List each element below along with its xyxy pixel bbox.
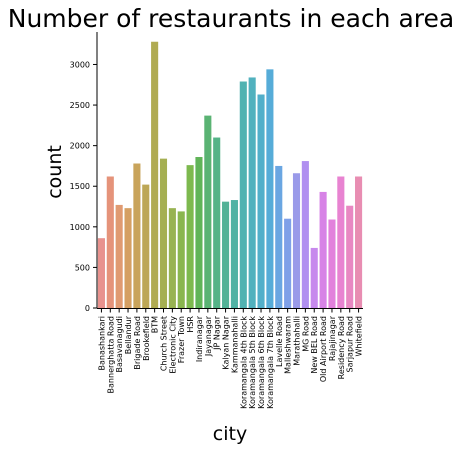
- bar: [230, 200, 238, 308]
- x-tick-label: Frazer Town: [177, 316, 186, 363]
- bar: [275, 165, 283, 308]
- y-tick-label: 1500: [70, 182, 90, 191]
- x-tick-label: Banashankari: [97, 316, 106, 370]
- y-axis-title: count: [44, 145, 66, 199]
- x-tick-label: HSR: [186, 316, 195, 333]
- x-tick-label: Brookefield: [142, 316, 151, 361]
- chart-title: Number of restaurants in each area: [8, 4, 454, 33]
- y-tick-label: 500: [75, 263, 90, 272]
- bar: [355, 176, 363, 308]
- bar: [168, 208, 176, 308]
- bar: [186, 165, 194, 308]
- x-tick-label: BTM: [151, 316, 160, 333]
- x-tick-label: New BEL Road: [310, 316, 319, 374]
- x-tick-label: Sarjapur Road: [346, 316, 355, 372]
- x-tick-label: Whitefield: [355, 316, 364, 357]
- bar: [337, 176, 345, 308]
- bar: [133, 163, 141, 308]
- bar: [124, 208, 132, 308]
- x-tick-label: Indiranagar: [195, 315, 204, 362]
- bar: [106, 176, 114, 308]
- bar: [301, 161, 309, 308]
- x-tick-label: Church Street: [160, 316, 169, 371]
- x-tick-label: Bannerghatta Road: [106, 316, 115, 393]
- bar: [248, 77, 256, 308]
- bar: [159, 158, 168, 308]
- x-tick-label: Marathahalli: [293, 316, 302, 366]
- x-tick-label: Basavanagudi: [115, 316, 124, 373]
- bar: [319, 191, 327, 308]
- x-tick-label: Koramangala 7th Block: [266, 316, 275, 409]
- x-tick-label: Koramangala 6th Block: [257, 316, 266, 409]
- x-tick-label: Kalyan Nagar: [222, 315, 231, 369]
- bar: [292, 173, 301, 308]
- bar: [310, 247, 318, 308]
- x-tick-label: Bellandur: [124, 315, 133, 354]
- bar: [346, 205, 354, 308]
- x-tick-label: Rajajinagar: [328, 315, 337, 361]
- x-tick-label: Lavelle Road: [275, 316, 284, 367]
- bar: [328, 219, 336, 308]
- y-tick-label: 2500: [70, 101, 90, 110]
- bar: [177, 211, 185, 308]
- bar: [195, 157, 203, 308]
- bar: [151, 41, 159, 308]
- x-tick-label: MG Road: [301, 316, 310, 352]
- x-tick-label: Brigade Road: [133, 316, 142, 370]
- bar: [284, 218, 292, 308]
- bar: [213, 137, 221, 308]
- x-tick-label: Jayanagar: [204, 315, 213, 357]
- y-tick-label: 3000: [70, 60, 90, 69]
- x-tick-label: Kammanahalli: [230, 316, 239, 373]
- bar: [266, 69, 274, 308]
- y-tick-label: 0: [85, 304, 90, 313]
- bar: [97, 238, 105, 308]
- x-tick-label: Old Airport Road: [319, 316, 328, 382]
- x-tick-label: Residency Road: [337, 316, 346, 379]
- x-tick-label: Electronic City: [168, 316, 177, 374]
- x-tick-label: JP Nagar: [213, 315, 222, 351]
- x-tick-label: Malleshwaram: [284, 316, 293, 374]
- bar: [222, 201, 230, 308]
- x-tick-label: Koramangala 5th Block: [248, 316, 257, 409]
- bar: [204, 115, 212, 309]
- y-tick-label: 1000: [70, 223, 90, 232]
- bar: [115, 204, 123, 308]
- y-tick-label: 2000: [70, 142, 90, 151]
- plot-area: 0 500 1000 1500 2000 2500 3000 Banashankari Bann…: [70, 32, 364, 409]
- x-axis-title: city: [213, 423, 247, 445]
- bar: [257, 94, 265, 308]
- bar: [239, 81, 247, 309]
- x-tick-label: Koramangala 4th Block: [239, 316, 248, 409]
- bar: [142, 184, 150, 308]
